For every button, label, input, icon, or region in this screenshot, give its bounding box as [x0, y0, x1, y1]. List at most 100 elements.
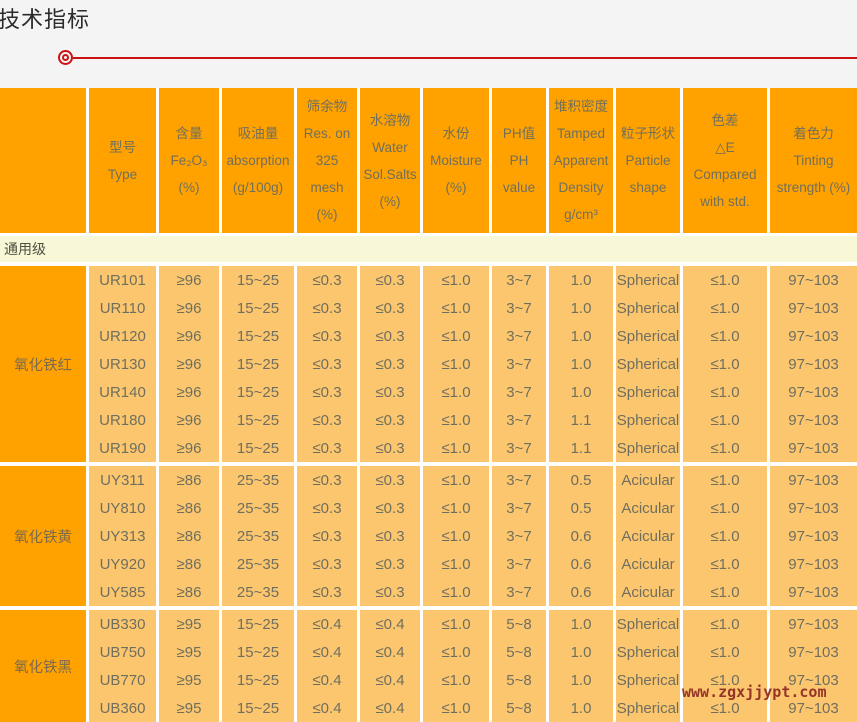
value-cell: ≤0.4	[297, 610, 357, 638]
value-cell: 1.1	[549, 406, 613, 434]
value-cell: ≤0.3	[360, 266, 420, 294]
value-cell: ≤1.0	[683, 434, 767, 462]
value-cell: ≤0.4	[360, 610, 420, 638]
value-cell: ≥95	[159, 610, 219, 638]
value-cell: 1.0	[549, 322, 613, 350]
value-cell: ≤1.0	[423, 466, 489, 494]
value-cell: ≤0.3	[297, 294, 357, 322]
value-cell: ≤0.3	[297, 322, 357, 350]
value-cell: ≤0.3	[360, 378, 420, 406]
value-cell: ≤0.3	[360, 550, 420, 578]
value-cell: Spherical	[616, 294, 680, 322]
value-cell: ≤1.0	[423, 406, 489, 434]
value-cell: 1.0	[549, 610, 613, 638]
value-cell: 97~103	[770, 378, 857, 406]
value-cell: ≤1.0	[683, 406, 767, 434]
type-cell: UY313	[89, 522, 156, 550]
value-cell: ≤1.0	[423, 434, 489, 462]
header-line: PH值	[502, 126, 536, 141]
value-cell: 0.6	[549, 550, 613, 578]
value-cell: ≤0.3	[297, 406, 357, 434]
value-cell: Spherical	[616, 350, 680, 378]
value-cell: ≤0.4	[360, 638, 420, 666]
header-line: 筛余物	[306, 99, 348, 114]
value-cell: 3~7	[492, 350, 546, 378]
type-cell: UR180	[89, 406, 156, 434]
value-cell: ≥96	[159, 378, 219, 406]
value-cell: ≤1.0	[423, 694, 489, 722]
value-cell: ≤1.0	[423, 522, 489, 550]
value-cell: Acicular	[616, 494, 680, 522]
value-cell: ≥95	[159, 694, 219, 722]
value-cell: 1.0	[549, 294, 613, 322]
value-cell: ≤1.0	[423, 550, 489, 578]
header-cell-10: 色差 △E Compared with std.	[683, 88, 767, 233]
value-cell: ≤0.4	[360, 694, 420, 722]
value-cell: ≤1.0	[683, 294, 767, 322]
type-cell: UY311	[89, 466, 156, 494]
header-line: Sol.Salts	[363, 166, 417, 182]
product-group-2: 氧化铁黑 UB330 ≥95 15~25 ≤0.4 ≤0.4 ≤1.0 5~8 1.0 Spher…	[0, 610, 857, 722]
value-cell: 15~25	[222, 694, 294, 722]
header-line: Water	[372, 139, 408, 155]
value-cell: 15~25	[222, 666, 294, 694]
value-cell: 3~7	[492, 294, 546, 322]
value-cell: 97~103	[770, 638, 857, 666]
value-cell: 3~7	[492, 578, 546, 606]
value-cell: ≤0.3	[360, 406, 420, 434]
value-cell: 0.6	[549, 578, 613, 606]
value-cell: ≤1.0	[423, 494, 489, 522]
value-cell: ≤1.0	[683, 610, 767, 638]
value-cell: 3~7	[492, 466, 546, 494]
value-cell: 25~35	[222, 466, 294, 494]
value-cell: 3~7	[492, 322, 546, 350]
value-cell: Spherical	[616, 638, 680, 666]
value-cell: ≤1.0	[423, 350, 489, 378]
value-cell: ≤0.3	[297, 266, 357, 294]
page-title: 技术指标	[0, 7, 91, 32]
value-cell: 97~103	[770, 666, 857, 694]
divider-ring-icon	[58, 50, 73, 65]
value-cell: 25~35	[222, 550, 294, 578]
group-label: 氧化铁黑	[0, 610, 86, 722]
value-cell: 97~103	[770, 610, 857, 638]
header-line: 水份	[442, 126, 470, 141]
value-cell: 15~25	[222, 610, 294, 638]
type-cell: UR190	[89, 434, 156, 462]
value-cell: ≤0.3	[360, 294, 420, 322]
value-cell: ≤0.4	[360, 666, 420, 694]
header-line: absorption	[226, 153, 290, 168]
header-line: Res. on	[303, 126, 351, 141]
value-cell: ≥86	[159, 578, 219, 606]
value-cell: 1.1	[549, 434, 613, 462]
value-cell: Spherical	[616, 610, 680, 638]
value-cell: Spherical	[616, 406, 680, 434]
value-cell: Spherical	[616, 266, 680, 294]
value-cell: 97~103	[770, 406, 857, 434]
value-cell: Acicular	[616, 522, 680, 550]
header-line: g/cm³	[564, 207, 598, 222]
value-cell: ≤0.3	[297, 578, 357, 606]
value-cell: ≤1.0	[683, 522, 767, 550]
value-cell: ≤1.0	[683, 350, 767, 378]
section-divider-line	[73, 57, 857, 59]
value-cell: ≤1.0	[423, 578, 489, 606]
header-line: Particle	[625, 153, 671, 168]
value-cell: 15~25	[222, 378, 294, 406]
value-cell: ≥96	[159, 406, 219, 434]
value-cell: ≤0.4	[297, 666, 357, 694]
header-line: shape	[629, 180, 667, 195]
header-line: 325	[315, 153, 339, 168]
value-cell: 15~25	[222, 294, 294, 322]
header-line: Tinting	[793, 153, 834, 168]
header-line: (%)	[445, 180, 467, 195]
value-cell: ≤1.0	[683, 322, 767, 350]
value-cell: ≤0.4	[297, 638, 357, 666]
value-cell: ≥96	[159, 294, 219, 322]
header-cell-0	[0, 88, 86, 233]
value-cell: ≥95	[159, 638, 219, 666]
type-cell: UB770	[89, 666, 156, 694]
value-cell: 97~103	[770, 578, 857, 606]
value-cell: 97~103	[770, 322, 857, 350]
header-line: 堆积密度	[554, 99, 608, 114]
